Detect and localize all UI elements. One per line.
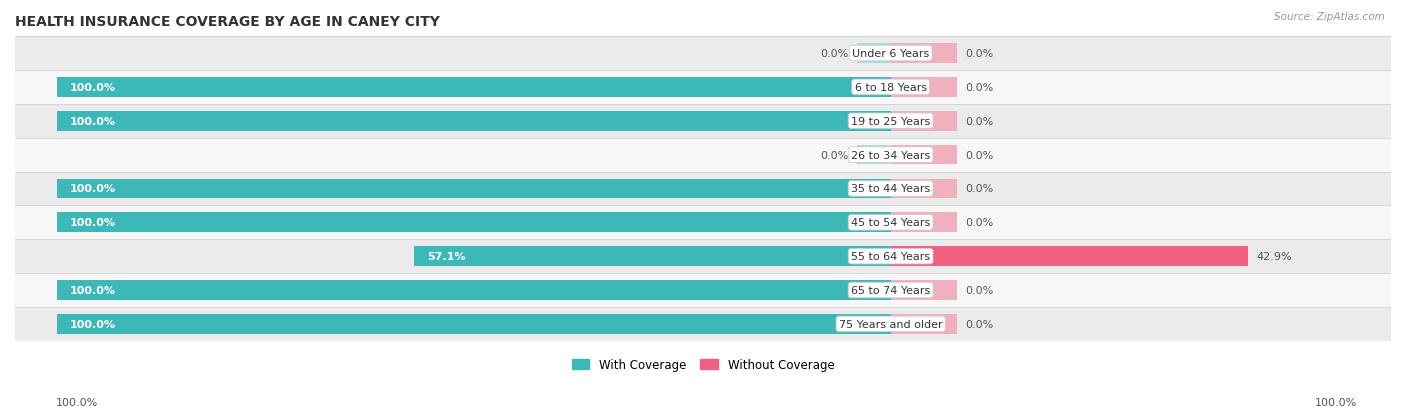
Text: 100.0%: 100.0% xyxy=(69,116,115,126)
Text: 65 to 74 Years: 65 to 74 Years xyxy=(851,285,931,295)
Bar xyxy=(415,247,890,266)
Text: 0.0%: 0.0% xyxy=(966,49,994,59)
Text: 0.0%: 0.0% xyxy=(821,150,849,160)
Text: 100.0%: 100.0% xyxy=(69,83,115,93)
Bar xyxy=(890,78,957,97)
Bar xyxy=(56,112,890,131)
Bar xyxy=(15,307,1391,341)
Text: 100.0%: 100.0% xyxy=(56,397,98,407)
Bar xyxy=(56,280,890,300)
Text: 100.0%: 100.0% xyxy=(69,319,115,329)
Text: 55 to 64 Years: 55 to 64 Years xyxy=(851,252,931,261)
Bar xyxy=(858,44,890,64)
Text: 0.0%: 0.0% xyxy=(966,184,994,194)
Bar xyxy=(15,138,1391,172)
Text: 100.0%: 100.0% xyxy=(69,285,115,295)
Text: 0.0%: 0.0% xyxy=(966,116,994,126)
Bar xyxy=(890,145,957,165)
Text: HEALTH INSURANCE COVERAGE BY AGE IN CANEY CITY: HEALTH INSURANCE COVERAGE BY AGE IN CANE… xyxy=(15,15,440,29)
Text: 0.0%: 0.0% xyxy=(966,285,994,295)
Bar xyxy=(56,314,890,334)
Text: 100.0%: 100.0% xyxy=(69,184,115,194)
Bar xyxy=(890,247,1249,266)
Text: 0.0%: 0.0% xyxy=(966,150,994,160)
Text: 0.0%: 0.0% xyxy=(966,83,994,93)
Bar xyxy=(890,179,957,199)
Bar xyxy=(15,172,1391,206)
Text: 0.0%: 0.0% xyxy=(966,218,994,228)
Text: 6 to 18 Years: 6 to 18 Years xyxy=(855,83,927,93)
Text: 0.0%: 0.0% xyxy=(966,319,994,329)
Bar xyxy=(56,78,890,97)
Bar xyxy=(15,104,1391,138)
Bar xyxy=(15,240,1391,273)
Text: 35 to 44 Years: 35 to 44 Years xyxy=(851,184,931,194)
Bar xyxy=(858,145,890,165)
Text: 57.1%: 57.1% xyxy=(427,252,465,261)
Bar xyxy=(56,213,890,233)
Bar xyxy=(890,280,957,300)
Bar xyxy=(890,314,957,334)
Bar xyxy=(15,206,1391,240)
Text: 45 to 54 Years: 45 to 54 Years xyxy=(851,218,931,228)
Text: Under 6 Years: Under 6 Years xyxy=(852,49,929,59)
Text: 100.0%: 100.0% xyxy=(1315,397,1357,407)
Bar xyxy=(15,37,1391,71)
Text: 42.9%: 42.9% xyxy=(1257,252,1292,261)
Text: 19 to 25 Years: 19 to 25 Years xyxy=(851,116,931,126)
Bar xyxy=(890,44,957,64)
Bar xyxy=(56,179,890,199)
Bar xyxy=(15,273,1391,307)
Text: 0.0%: 0.0% xyxy=(821,49,849,59)
Text: 26 to 34 Years: 26 to 34 Years xyxy=(851,150,931,160)
Text: 100.0%: 100.0% xyxy=(69,218,115,228)
Text: Source: ZipAtlas.com: Source: ZipAtlas.com xyxy=(1274,12,1385,22)
Legend: With Coverage, Without Coverage: With Coverage, Without Coverage xyxy=(572,358,834,372)
Bar xyxy=(890,213,957,233)
Bar xyxy=(15,71,1391,104)
Text: 75 Years and older: 75 Years and older xyxy=(839,319,942,329)
Bar xyxy=(890,112,957,131)
